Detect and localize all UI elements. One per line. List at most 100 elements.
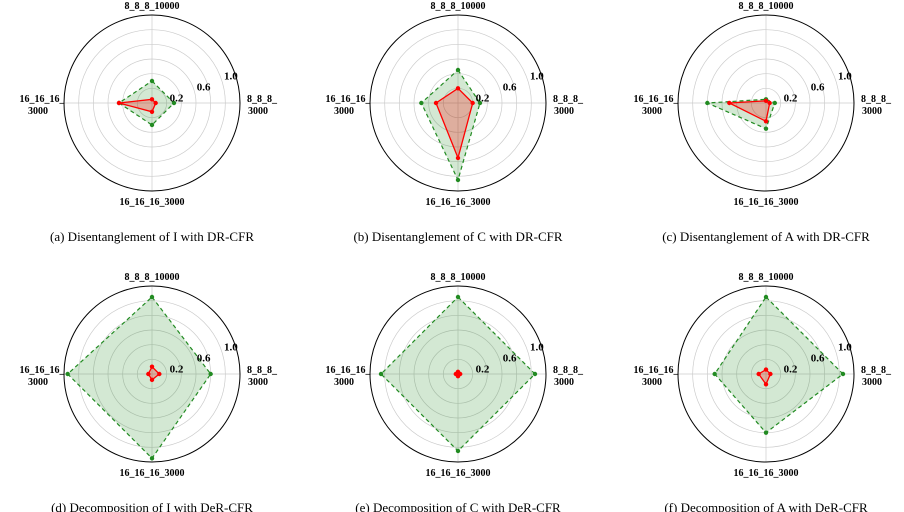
axis-label-bottom: 16_16_16_3000 [120,468,185,479]
data-point [763,430,769,435]
axis-label-right: 8_8_8_ 3000 [553,365,584,388]
panel-caption: (a) Disentanglement of I with DR-CFR [50,229,254,244]
r-tick-label: 1.0 [224,71,238,83]
r-tick-label: 0.2 [784,93,798,105]
r-tick-label: 1.0 [838,342,852,354]
panel-caption: (c) Disentanglement of A with DR-CFR [662,229,870,244]
data-point [712,371,717,377]
outer-circle [63,285,241,463]
outer-circle [369,14,547,192]
axis-label-bottom: 16_16_16_3000 [120,197,185,208]
r-tick-label: 0.6 [811,353,825,365]
axis-label-right: 8_8_8_ 3000 [553,94,584,117]
data-point [840,371,846,377]
r-tick-label: 0.6 [811,82,825,94]
data-point [453,371,458,377]
data-point [455,448,461,454]
data-point [455,86,461,91]
axis-label-bottom: 16_16_16_3000 [734,468,799,479]
outer-circle [677,285,855,463]
data-point [470,100,475,106]
axis-label-top: 8_8_8_10000 [739,1,794,12]
series-polygon-1 [117,80,175,126]
axis-label-left: 16_16_16_ 3000 [634,94,680,117]
data-point [149,377,155,383]
data-point [767,100,772,106]
data-point [171,100,177,106]
panel-caption: (d) Decomposition of I with DeR-CFR [51,500,253,512]
radar-panel-4: 0.2 0.6 1.0 8_8_8_10000 16_16_16_3000 8_8_8_ 3… [20,272,279,512]
data-point [433,100,439,106]
r-tick-label: 0.2 [170,364,184,376]
radar-panel-6: 0.2 0.6 1.0 8_8_8_10000 16_16_16_3000 8_8_8_ 3… [634,272,893,512]
r-tick-label: 0.2 [476,93,490,105]
axis-label-top: 8_8_8_10000 [739,272,794,283]
axis-label-right: 8_8_8_ 3000 [861,365,892,388]
r-tick-label: 0.6 [197,353,211,365]
data-point [532,371,538,377]
data-point [419,100,424,106]
r-tick-label: 1.0 [838,71,852,83]
data-point [149,294,155,300]
axis-label-left: 16_16_16_ 3000 [326,94,372,117]
data-point [763,382,769,387]
axis-label-bottom: 16_16_16_3000 [734,197,799,208]
data-point [455,294,461,300]
axis-label-right: 8_8_8_ 3000 [247,94,278,117]
data-point [65,371,70,377]
axis-label-bottom: 16_16_16_3000 [426,197,491,208]
data-point [477,100,483,106]
data-point [149,97,155,102]
axis-label-left: 16_16_16_ 3000 [326,365,372,388]
axis-label-top: 8_8_8_10000 [431,1,486,12]
data-point [727,100,732,106]
axis-label-right: 8_8_8_ 3000 [861,94,892,117]
radar-panel-5: 0.2 0.6 1.0 8_8_8_10000 16_16_16_3000 8_8_8_ 3… [326,272,585,512]
r-tick-label: 0.2 [784,364,798,376]
axis-label-left: 16_16_16_ 3000 [20,94,66,117]
r-tick-label: 1.0 [224,342,238,354]
data-point [756,371,761,377]
data-point [149,78,155,84]
r-tick-label: 0.2 [170,93,184,105]
data-point [455,67,461,73]
axis-label-left: 16_16_16_ 3000 [634,365,680,388]
data-point [763,294,769,300]
radar-panel-2: 0.2 0.6 1.0 8_8_8_10000 16_16_16_3000 8_8_8_ 3… [326,1,585,244]
data-point [763,98,769,104]
data-point [153,100,158,106]
series-polygon-1 [66,296,212,460]
data-point [116,100,122,106]
data-point [763,126,769,131]
axis-label-left: 16_16_16_ 3000 [20,365,66,388]
data-point [768,371,773,377]
data-point [149,109,155,115]
radar-panel-1: 0.2 0.6 1.0 8_8_8_10000 16_16_16_3000 8_8_8_ 3… [20,1,279,244]
radar-panel-3: 0.2 0.6 1.0 8_8_8_10000 16_16_16_3000 8_8_8_ 3… [634,1,893,244]
outer-circle [369,285,547,463]
r-tick-label: 0.6 [503,82,517,94]
data-point [149,364,155,369]
panel-caption: (f) Decomposition of A with DeR-CFR [664,500,868,512]
axis-label-top: 8_8_8_10000 [431,272,486,283]
axis-label-top: 8_8_8_10000 [125,1,180,12]
panel-caption: (e) Decomposition of C with DeR-CFR [355,500,561,512]
data-point [705,100,710,106]
r-tick-label: 0.6 [197,82,211,94]
r-tick-label: 1.0 [530,71,544,83]
data-point [146,371,151,377]
data-point [149,122,155,128]
data-point [208,371,213,377]
data-point [378,371,384,377]
axis-label-right: 8_8_8_ 3000 [247,365,278,388]
data-point [157,371,162,377]
data-point [763,367,769,372]
axis-label-bottom: 16_16_16_3000 [426,468,491,479]
data-point [149,456,155,461]
series-polygon-1 [713,296,844,434]
data-point [772,100,777,106]
data-point [455,177,461,183]
data-point [455,155,461,161]
r-tick-label: 1.0 [530,342,544,354]
